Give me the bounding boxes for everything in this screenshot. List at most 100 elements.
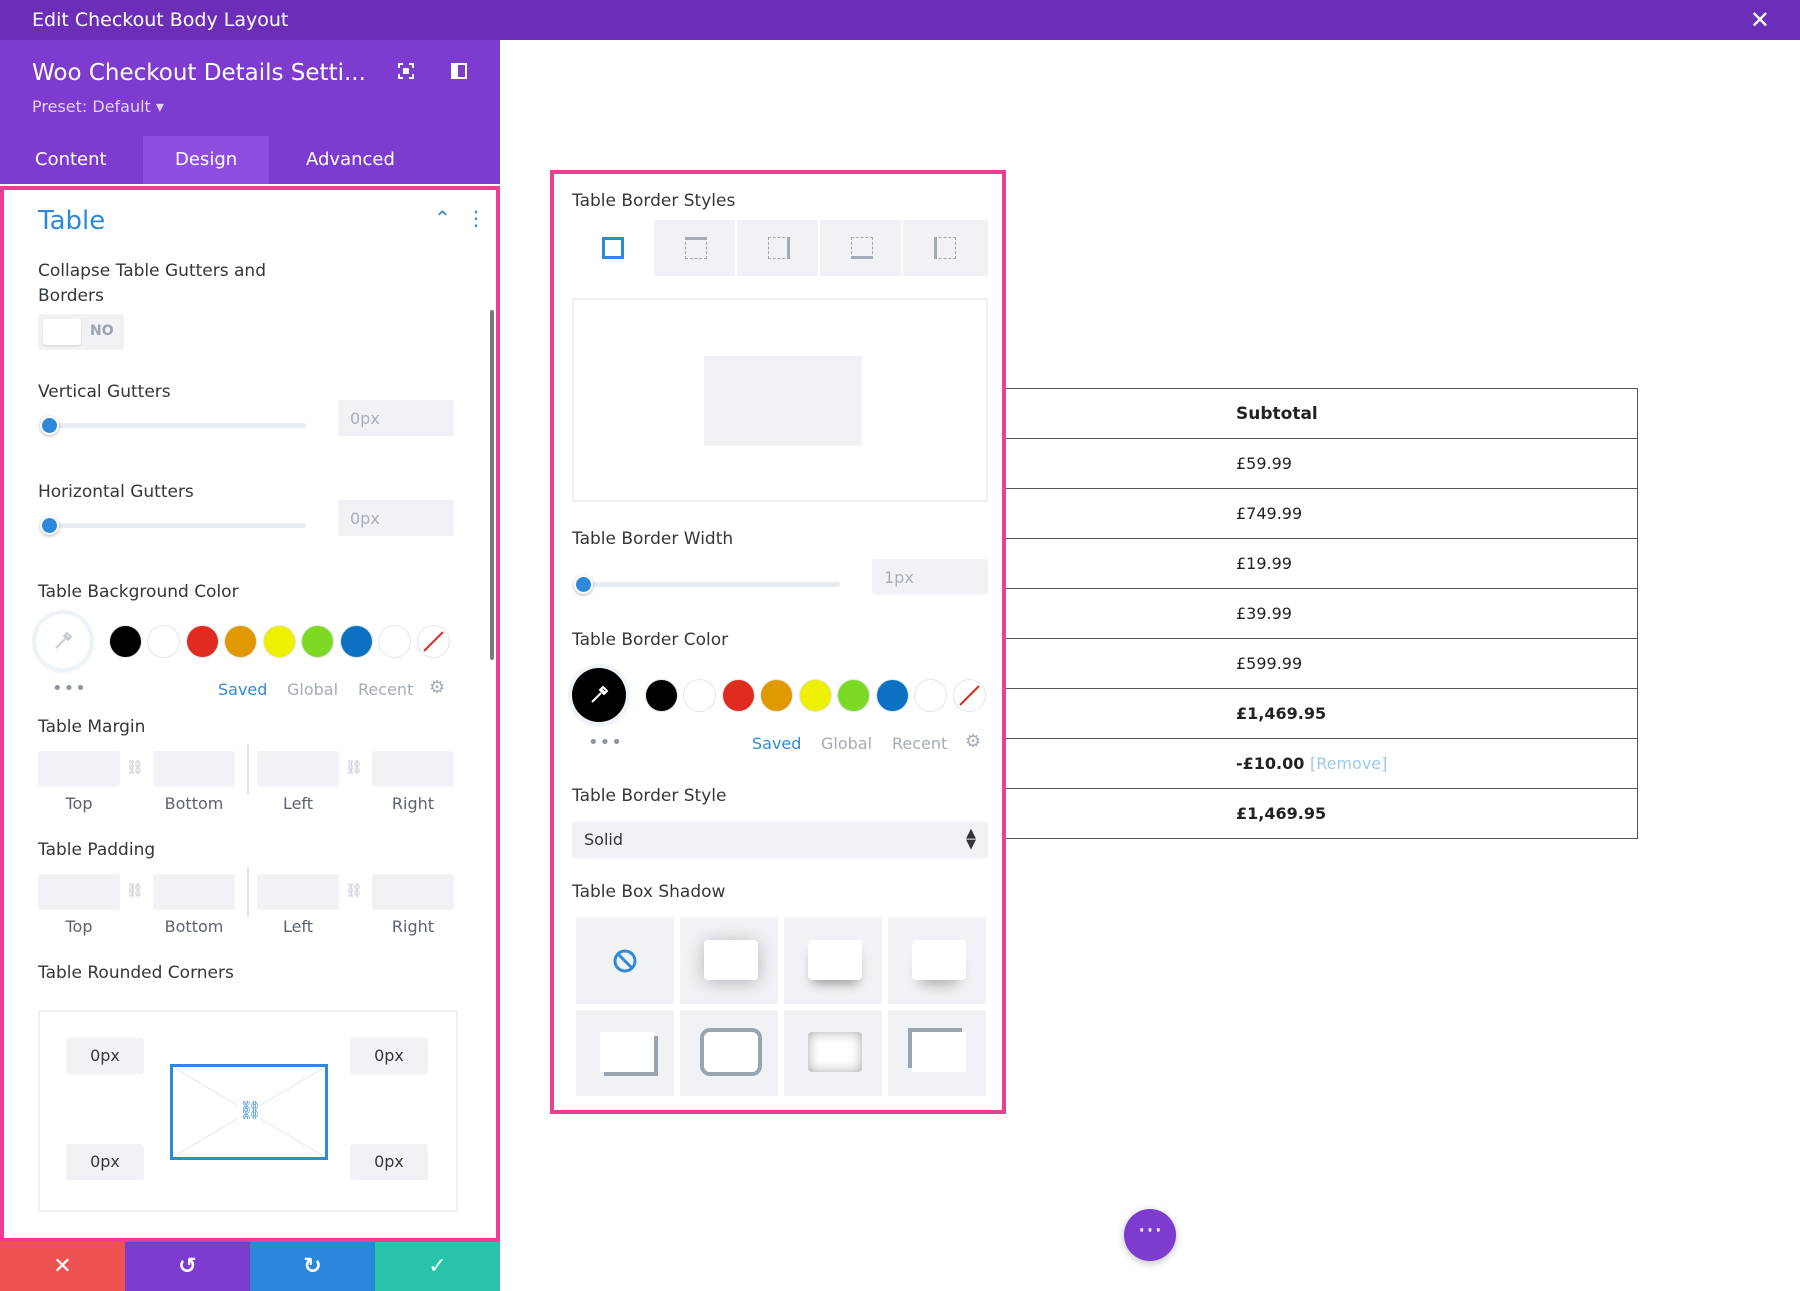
shadow-preset-4[interactable] (576, 1010, 674, 1096)
tab-advanced[interactable]: Advanced (306, 149, 395, 170)
eyedropper-icon[interactable] (572, 668, 626, 722)
shadow-preset-1[interactable] (680, 918, 778, 1004)
border-top-icon[interactable] (655, 220, 737, 276)
shadow-none-icon[interactable] (576, 918, 674, 1004)
slider-thumb[interactable] (40, 416, 59, 435)
tab-content[interactable]: Content (35, 149, 107, 170)
page-options-button[interactable]: ··· (1124, 1209, 1176, 1261)
swatch-black[interactable] (646, 680, 677, 711)
box-shadow-options (572, 918, 988, 1098)
palette-tab-saved[interactable]: Saved (752, 734, 802, 753)
more-colors-icon[interactable]: ••• (52, 678, 87, 699)
link-icon[interactable]: ⛓ (126, 883, 144, 899)
margin-top-input[interactable] (38, 751, 120, 787)
swatch-blue[interactable] (877, 680, 908, 711)
padding-bottom-input[interactable] (153, 874, 235, 910)
table-row: £1,469.95 (1006, 788, 1638, 839)
margin-right-input[interactable] (372, 751, 454, 787)
bg-color-label: Table Background Color (38, 582, 239, 602)
padding-left-input[interactable] (257, 874, 339, 910)
border-left-icon[interactable] (904, 220, 986, 276)
horizontal-gutters-input[interactable]: 0px (338, 500, 454, 536)
gear-icon[interactable]: ⚙ (429, 677, 446, 698)
margin-left-input[interactable] (257, 751, 339, 787)
swatch-blue[interactable] (341, 626, 372, 657)
link-icon[interactable]: ⛓ (345, 883, 363, 899)
gear-icon[interactable]: ⚙ (965, 731, 982, 752)
expand-icon[interactable] (395, 62, 417, 84)
link-icon[interactable]: ⛓ (126, 760, 144, 776)
more-colors-icon[interactable]: ••• (588, 732, 623, 753)
slider-thumb[interactable] (40, 516, 59, 535)
shadow-preset-5[interactable] (680, 1010, 778, 1096)
preset-selector[interactable]: Preset: Default ▾ (32, 97, 164, 116)
swatch-white-2[interactable] (379, 626, 410, 657)
margin-bottom-input[interactable] (153, 751, 235, 787)
palette-tab-saved[interactable]: Saved (218, 680, 268, 699)
swatch-yellow[interactable] (800, 680, 831, 711)
swatch-white[interactable] (684, 680, 715, 711)
box-shadow-label: Table Box Shadow (572, 882, 726, 902)
table-row: Subtotal (1006, 388, 1638, 439)
collapse-toggle[interactable]: NO (38, 314, 124, 350)
corner-bottom-right-input[interactable]: 0px (350, 1144, 428, 1180)
scrollbar[interactable] (490, 310, 494, 660)
palette-tab-recent[interactable]: Recent (892, 734, 948, 753)
split-view-icon[interactable] (448, 62, 470, 84)
corner-bottom-left-input[interactable]: 0px (66, 1144, 144, 1180)
tab-design[interactable]: Design (143, 136, 270, 184)
shadow-preset-3[interactable] (888, 918, 986, 1004)
toggle-knob (43, 319, 81, 345)
section-menu-icon[interactable]: ⋮ (466, 206, 486, 230)
table-settings-section: Table ⌃ ⋮ Collapse Table Gutters and Bor… (0, 186, 500, 1242)
shadow-preset-6[interactable] (784, 1010, 882, 1096)
swatch-green[interactable] (838, 680, 869, 711)
more-options-icon[interactable]: ⋮ (496, 62, 514, 83)
swatch-red[interactable] (187, 626, 218, 657)
margin-bottom-label: Bottom (164, 794, 224, 813)
vertical-gutters-slider[interactable] (40, 416, 306, 435)
swatch-black[interactable] (110, 626, 141, 657)
border-width-label: Table Border Width (572, 529, 734, 549)
horizontal-gutters-slider[interactable] (40, 516, 306, 535)
save-button[interactable]: ✓ (375, 1242, 500, 1291)
remove-coupon-link[interactable]: [Remove] (1309, 754, 1388, 773)
border-width-input[interactable]: 1px (872, 559, 988, 595)
link-icon[interactable]: ⛓ (345, 760, 363, 776)
swatch-orange[interactable] (761, 680, 792, 711)
swatch-green[interactable] (302, 626, 333, 657)
vertical-gutters-input[interactable]: 0px (338, 400, 454, 436)
padding-top-input[interactable] (38, 874, 120, 910)
swatch-white-2[interactable] (915, 680, 946, 711)
corner-top-left-input[interactable]: 0px (66, 1038, 144, 1074)
eyedropper-icon[interactable] (36, 614, 90, 668)
total-cell: £1,469.95 (1006, 788, 1638, 839)
corner-top-right-input[interactable]: 0px (350, 1038, 428, 1074)
panel-tabs: Content Design Advanced (0, 136, 500, 184)
padding-right-input[interactable] (372, 874, 454, 910)
swatch-white[interactable] (148, 626, 179, 657)
palette-tab-global[interactable]: Global (821, 734, 873, 753)
border-all-icon[interactable] (572, 220, 654, 276)
discard-button[interactable]: ✕ (0, 1242, 125, 1291)
link-corners-icon[interactable]: ⛓ (239, 1100, 262, 1121)
swatch-yellow[interactable] (264, 626, 295, 657)
close-icon[interactable]: ✕ (1749, 6, 1770, 34)
redo-button[interactable]: ↻ (250, 1242, 375, 1291)
border-width-slider[interactable] (574, 575, 840, 594)
swatch-orange[interactable] (225, 626, 256, 657)
swatch-none-icon[interactable] (954, 680, 985, 711)
slider-thumb[interactable] (574, 575, 593, 594)
border-bottom-icon[interactable] (821, 220, 903, 276)
border-style-select[interactable]: Solid ▲ ▼ (572, 821, 988, 859)
palette-tab-recent[interactable]: Recent (358, 680, 414, 699)
undo-button[interactable]: ↺ (125, 1242, 250, 1291)
shadow-preset-7[interactable] (888, 1010, 986, 1096)
swatch-none-icon[interactable] (418, 626, 449, 657)
border-style-label: Table Border Style (572, 786, 727, 806)
palette-tab-global[interactable]: Global (287, 680, 339, 699)
shadow-preset-2[interactable] (784, 918, 882, 1004)
border-right-icon[interactable] (738, 220, 820, 276)
chevron-up-icon[interactable]: ⌃ (434, 206, 451, 230)
swatch-red[interactable] (723, 680, 754, 711)
